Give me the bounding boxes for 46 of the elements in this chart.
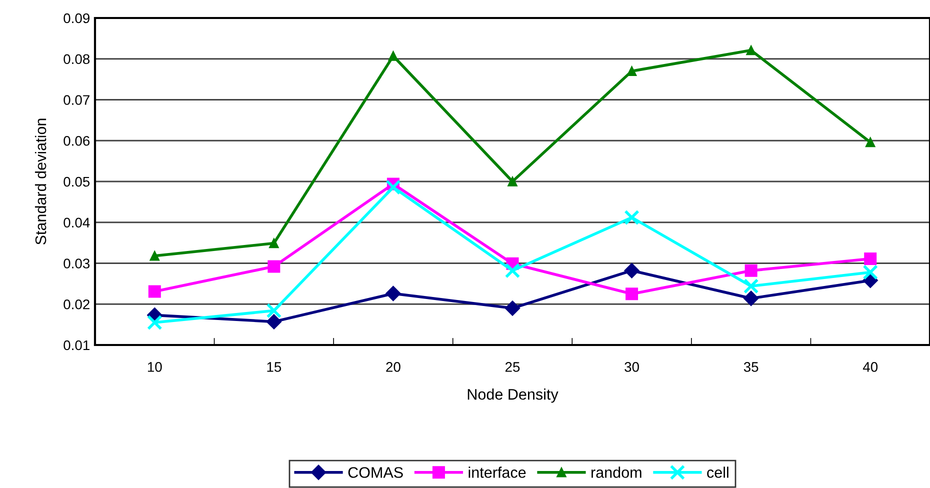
point xyxy=(266,303,282,318)
x-tick-label: 20 xyxy=(386,362,400,372)
y-tick-label: 0.07 xyxy=(64,95,90,105)
point xyxy=(624,210,640,226)
legend-label: COMAS xyxy=(348,467,403,478)
x-tick-label: 10 xyxy=(148,362,162,372)
point xyxy=(147,314,162,330)
x-tick-label: 35 xyxy=(744,362,758,372)
point xyxy=(744,290,759,306)
x-tick-label: 30 xyxy=(624,362,639,372)
point xyxy=(504,262,520,278)
point xyxy=(624,263,640,278)
y-tick-label: 0.08 xyxy=(64,54,90,64)
x-axis-title: Node Density xyxy=(468,388,558,403)
legend-label: random xyxy=(592,466,642,478)
point xyxy=(744,264,758,277)
point xyxy=(743,278,759,294)
point xyxy=(386,180,401,195)
x-tick-label: 25 xyxy=(505,362,520,372)
y-tick-label: 0.04 xyxy=(64,218,90,228)
point xyxy=(626,288,638,300)
point xyxy=(746,45,756,56)
point xyxy=(508,176,518,186)
point xyxy=(266,314,282,330)
y-tick-label: 0.05 xyxy=(64,176,90,187)
point xyxy=(148,285,161,298)
point xyxy=(504,300,520,316)
point xyxy=(865,137,876,148)
point xyxy=(268,260,280,273)
legend-label: interface xyxy=(468,466,526,478)
y-tick-label: 0.02 xyxy=(64,299,90,310)
point xyxy=(388,51,398,61)
y-tick-label: 0.01 xyxy=(64,340,90,350)
point xyxy=(862,264,878,280)
y-tick-label: 0.09 xyxy=(64,13,90,24)
point xyxy=(626,66,637,76)
point xyxy=(386,286,401,302)
y-tick-label: 0.06 xyxy=(64,136,90,146)
point xyxy=(150,251,160,261)
y-axis-title: Standard deviation xyxy=(34,118,46,245)
legend-label: cell xyxy=(707,466,728,478)
point xyxy=(864,252,877,266)
point xyxy=(269,238,279,248)
y-tick-label: 0.03 xyxy=(64,258,90,268)
x-tick-label: 40 xyxy=(862,362,878,372)
x-tick-label: 15 xyxy=(267,362,282,372)
